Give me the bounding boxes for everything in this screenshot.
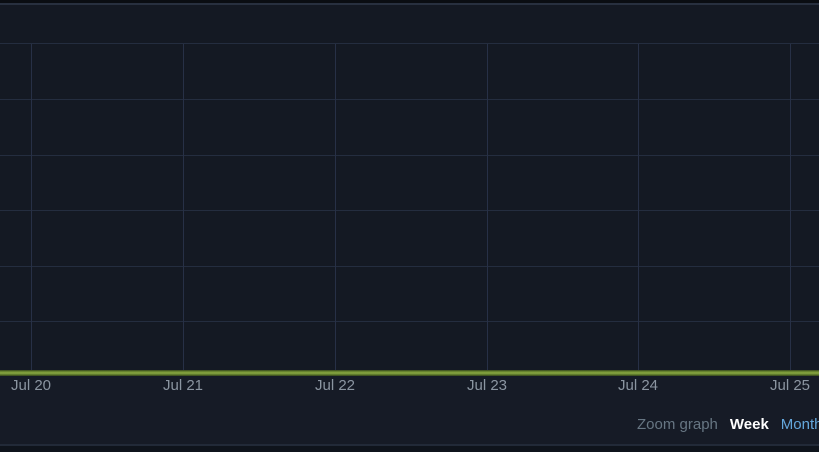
gridline-vertical	[487, 44, 488, 371]
gridline-horizontal	[0, 321, 819, 322]
x-axis-tick-label: Jul 24	[617, 377, 659, 394]
price-history-line	[0, 370, 819, 376]
gridline-vertical	[183, 44, 184, 371]
zoom-controls: Zoom graph Week Month	[637, 416, 819, 433]
bottom-divider	[0, 444, 819, 446]
bottom-edge-strip	[0, 446, 819, 452]
gridline-horizontal	[0, 210, 819, 211]
x-axis-tick-label: Jul 21	[162, 377, 204, 394]
x-axis-tick-label: Jul 25	[769, 377, 811, 394]
gridline-horizontal	[0, 43, 819, 44]
x-axis-tick-label: Jul 22	[314, 377, 356, 394]
gridline-horizontal	[0, 99, 819, 100]
zoom-graph-label: Zoom graph	[637, 416, 718, 433]
gridline-vertical	[31, 44, 32, 371]
gridline-horizontal	[0, 266, 819, 267]
price-history-chart[interactable]	[0, 5, 819, 376]
gridline-vertical	[335, 44, 336, 371]
zoom-option-month[interactable]: Month	[780, 416, 819, 433]
top-edge-strip	[0, 0, 819, 3]
top-divider	[0, 3, 819, 5]
zoom-option-week[interactable]: Week	[729, 416, 769, 433]
gridline-vertical	[790, 44, 791, 371]
x-axis-tick-label: Jul 20	[10, 377, 52, 394]
gridline-vertical	[638, 44, 639, 371]
gridline-horizontal	[0, 155, 819, 156]
x-axis-tick-label: Jul 23	[466, 377, 508, 394]
